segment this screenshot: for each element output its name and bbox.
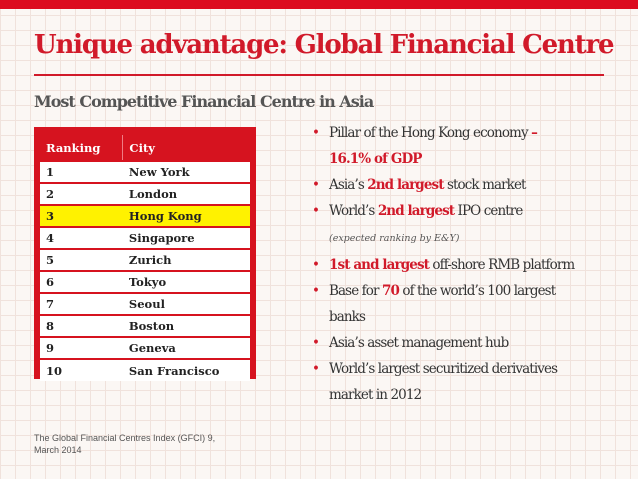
rank-cell: 7 bbox=[40, 292, 123, 315]
city-cell: Tokyo bbox=[122, 270, 250, 293]
slide-title: Unique advantage: Global Financial Centr… bbox=[34, 30, 614, 60]
top-accent-bar bbox=[0, 0, 638, 9]
slide-subtitle: Most Competitive Financial Centre in Asi… bbox=[34, 92, 374, 111]
city-cell: Singapore bbox=[122, 226, 250, 249]
bullet-text: of the world’s 100 largest bbox=[398, 283, 556, 299]
city-cell: Boston bbox=[122, 314, 250, 337]
bullet-ipo-centre: World’s 2nd largest IPO centre (expected… bbox=[312, 198, 632, 252]
bullet-highlight: 70 bbox=[381, 283, 400, 299]
table-row-highlighted: 3 Hong Kong bbox=[40, 204, 250, 227]
key-points-list: Pillar of the Hong Kong economy – 16.1% … bbox=[312, 120, 632, 408]
rank-cell: 10 bbox=[40, 358, 123, 381]
city-cell: Seoul bbox=[122, 292, 250, 315]
table-row: 4 Singapore bbox=[40, 226, 250, 249]
city-cell: New York bbox=[122, 160, 250, 183]
rank-cell: 1 bbox=[40, 160, 123, 183]
bullet-text: Asia’s bbox=[329, 177, 368, 193]
bullet-rmb-platform: 1st and largest off-shore RMB platform bbox=[312, 252, 632, 278]
bullet-text: stock market bbox=[443, 177, 527, 193]
table-row: 5 Zurich bbox=[40, 248, 250, 271]
bullet-text: IPO centre bbox=[454, 203, 524, 219]
table-header-row: Ranking City bbox=[40, 135, 250, 161]
rank-cell: 5 bbox=[40, 248, 123, 271]
bullet-highlight: 2nd largest bbox=[377, 203, 455, 219]
bullet-highlight: 16.1% of GDP bbox=[329, 151, 422, 167]
bullet-text: Base for bbox=[329, 283, 382, 299]
bullet-text: banks bbox=[329, 309, 366, 325]
table-row: 9 Geneva bbox=[40, 336, 250, 359]
bullet-text: World’s largest securitized derivatives bbox=[329, 361, 558, 377]
bullet-footnote: (expected ranking by E&Y) bbox=[329, 233, 460, 244]
source-citation: The Global Financial Centres Index (GFCI… bbox=[34, 433, 216, 455]
title-divider bbox=[34, 74, 604, 76]
bullet-derivatives: World’s largest securitized derivatives … bbox=[312, 356, 632, 408]
table-row: 6 Tokyo bbox=[40, 270, 250, 293]
bullet-banks: Base for 70 of the world’s 100 largest b… bbox=[312, 278, 632, 330]
rank-cell: 4 bbox=[40, 226, 123, 249]
city-cell: Hong Kong bbox=[122, 204, 250, 227]
rank-cell: 6 bbox=[40, 270, 123, 293]
bullet-asset-management: Asia’s asset management hub bbox=[312, 330, 632, 356]
ranking-table-panel: Ranking City 1 New York 2 London 3 Hong … bbox=[34, 127, 256, 381]
table-row: 1 New York bbox=[40, 160, 250, 183]
bullet-dash: – bbox=[531, 125, 538, 141]
rank-cell: 2 bbox=[40, 182, 123, 205]
bullet-text: World’s bbox=[329, 203, 378, 219]
table-row: 8 Boston bbox=[40, 314, 250, 337]
table-row: 2 London bbox=[40, 182, 250, 205]
bullet-highlight: 1st and largest bbox=[329, 257, 430, 273]
header-ranking: Ranking bbox=[46, 140, 101, 155]
city-cell: San Francisco bbox=[122, 358, 250, 381]
ranking-table: Ranking City 1 New York 2 London 3 Hong … bbox=[40, 135, 250, 381]
table-row: 10 San Francisco bbox=[40, 358, 250, 381]
bullet-text: Asia’s asset management hub bbox=[329, 335, 509, 351]
bullet-text: Pillar of the Hong Kong economy bbox=[329, 125, 532, 141]
bullet-stock-market: Asia’s 2nd largest stock market bbox=[312, 172, 632, 198]
rank-cell: 8 bbox=[40, 314, 123, 337]
header-city: City bbox=[122, 135, 250, 161]
table-row: 7 Seoul bbox=[40, 292, 250, 315]
city-cell: London bbox=[122, 182, 250, 205]
rank-cell: 9 bbox=[40, 336, 123, 359]
rank-cell: 3 bbox=[40, 204, 123, 227]
city-cell: Geneva bbox=[122, 336, 250, 359]
bullet-text: off-shore RMB platform bbox=[429, 257, 575, 273]
bullet-text: market in 2012 bbox=[329, 387, 422, 403]
bullet-gdp: Pillar of the Hong Kong economy – 16.1% … bbox=[312, 120, 632, 172]
bullet-highlight: 2nd largest bbox=[367, 177, 444, 193]
city-cell: Zurich bbox=[122, 248, 250, 271]
